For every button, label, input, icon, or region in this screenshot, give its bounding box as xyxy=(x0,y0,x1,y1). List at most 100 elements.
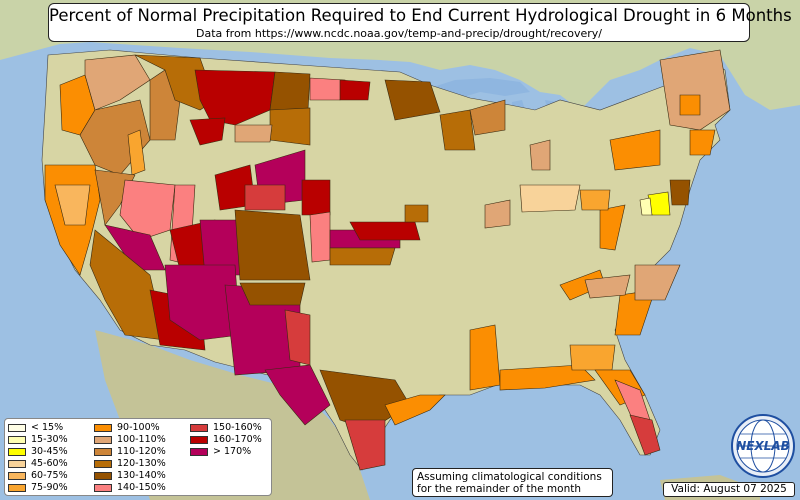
region-va-orange xyxy=(599,204,626,251)
legend-item: 75-90% xyxy=(8,482,94,494)
region-ks-red xyxy=(349,221,421,241)
legend-item: < 15% xyxy=(8,422,94,434)
legend-swatch xyxy=(190,424,208,432)
legend-item: 140-150% xyxy=(94,482,190,494)
legend-label: 90-100% xyxy=(117,422,160,433)
legend-item: 60-75% xyxy=(8,470,94,482)
legend-item: 110-120% xyxy=(94,446,190,458)
legend-label: 60-75% xyxy=(31,470,68,481)
region-tx-brown xyxy=(319,369,411,431)
legend-swatch xyxy=(8,460,26,468)
region-gulf-orange xyxy=(499,364,596,391)
region-sd xyxy=(269,107,311,146)
legend-label: 15-30% xyxy=(31,434,68,445)
region-de-brown xyxy=(669,179,691,206)
region-ne-orange xyxy=(679,94,701,116)
legend-swatch xyxy=(190,448,208,456)
region-socal-brown xyxy=(89,229,166,341)
note-box: Assuming climatological conditions for t… xyxy=(412,468,613,497)
map-subtitle: Data from https://www.ncdc.noaa.gov/temp… xyxy=(196,27,602,40)
region-ks-brown xyxy=(329,247,396,266)
region-tx-magenta xyxy=(264,364,331,426)
legend: < 15% 15-30% 30-45% 45-60% 60-75% 75-90% 90-10… xyxy=(4,418,272,496)
region-il-tan xyxy=(484,199,511,229)
region-nv-pink xyxy=(119,179,176,241)
legend-item: 90-100% xyxy=(94,422,190,434)
region-tn-tan xyxy=(584,274,631,299)
legend-label: 30-45% xyxy=(31,446,68,457)
region-mi-light xyxy=(469,99,506,136)
legend-label: 120-130% xyxy=(117,458,166,469)
region-ny-orange xyxy=(609,129,661,171)
region-fl-red xyxy=(629,414,661,456)
legend-item: 15-30% xyxy=(8,434,94,446)
region-montana-red2 xyxy=(189,117,226,146)
legend-swatch xyxy=(94,460,112,468)
region-co-brown xyxy=(234,209,311,281)
legend-swatch xyxy=(94,484,112,492)
legend-label: 150-160% xyxy=(213,422,262,433)
region-oh-orange xyxy=(579,189,611,211)
legend-item: 100-110% xyxy=(94,434,190,446)
legend-swatch xyxy=(94,448,112,456)
region-nd xyxy=(269,71,311,111)
legend-item: 130-140% xyxy=(94,470,190,482)
region-md-lightyellow xyxy=(639,197,653,216)
legend-swatch xyxy=(190,436,208,444)
legend-swatch xyxy=(94,424,112,432)
region-ne-red xyxy=(301,179,331,216)
legend-item: > 170% xyxy=(190,446,276,458)
region-nc-tan xyxy=(634,264,681,301)
region-montana-brown xyxy=(134,54,216,111)
nexlab-globe-logo: NEXLAB xyxy=(731,414,795,478)
region-oh-tan xyxy=(519,184,581,213)
legend-label: 110-120% xyxy=(117,446,166,457)
region-oregon-strip xyxy=(127,129,146,176)
region-nm-brown xyxy=(239,282,306,306)
legend-label: 45-60% xyxy=(31,458,68,469)
legend-label: 130-140% xyxy=(117,470,166,481)
region-mn xyxy=(384,79,441,121)
region-co-pink xyxy=(309,211,331,263)
legend-item: 120-130% xyxy=(94,458,190,470)
legend-swatch xyxy=(8,436,26,444)
legend-label: 160-170% xyxy=(213,434,262,445)
legend-label: 100-110% xyxy=(117,434,166,445)
legend-label: > 170% xyxy=(213,446,252,457)
note-line-2: for the remainder of the month xyxy=(417,483,582,495)
legend-swatch xyxy=(94,472,112,480)
drought-regions xyxy=(44,49,731,471)
region-ca-light xyxy=(54,184,91,226)
region-mi-tan xyxy=(529,139,551,171)
region-tx-red xyxy=(344,419,386,471)
region-la-orange xyxy=(469,324,501,391)
region-al-orange xyxy=(569,344,616,371)
title-box: Percent of Normal Precipitation Required… xyxy=(48,3,792,42)
valid-date: Valid: August 07 2025 xyxy=(663,482,795,497)
region-ma-orange xyxy=(689,129,716,156)
logo-text: NEXLAB xyxy=(736,439,790,453)
note-line-1: Assuming climatological conditions xyxy=(417,471,602,483)
legend-swatch xyxy=(8,424,26,432)
region-wi-brown xyxy=(439,109,476,151)
region-tx-coast xyxy=(384,394,446,426)
map-title: Percent of Normal Precipitation Required… xyxy=(49,6,792,25)
region-ia-brown xyxy=(404,204,429,223)
legend-item: 150-160% xyxy=(190,422,276,434)
region-az-magenta xyxy=(164,264,241,341)
region-wy-red2 xyxy=(244,184,286,211)
legend-label: < 15% xyxy=(31,422,64,433)
legend-item: 160-170% xyxy=(190,434,276,446)
legend-item: 30-45% xyxy=(8,446,94,458)
legend-label: 75-90% xyxy=(31,482,68,493)
legend-label: 140-150% xyxy=(117,482,166,493)
legend-swatch xyxy=(94,436,112,444)
legend-swatch xyxy=(8,472,26,480)
region-sd-tan xyxy=(234,124,273,143)
legend-swatch xyxy=(8,448,26,456)
region-nd-red xyxy=(339,79,371,101)
region-ne-tan xyxy=(659,49,731,131)
legend-swatch xyxy=(8,484,26,492)
